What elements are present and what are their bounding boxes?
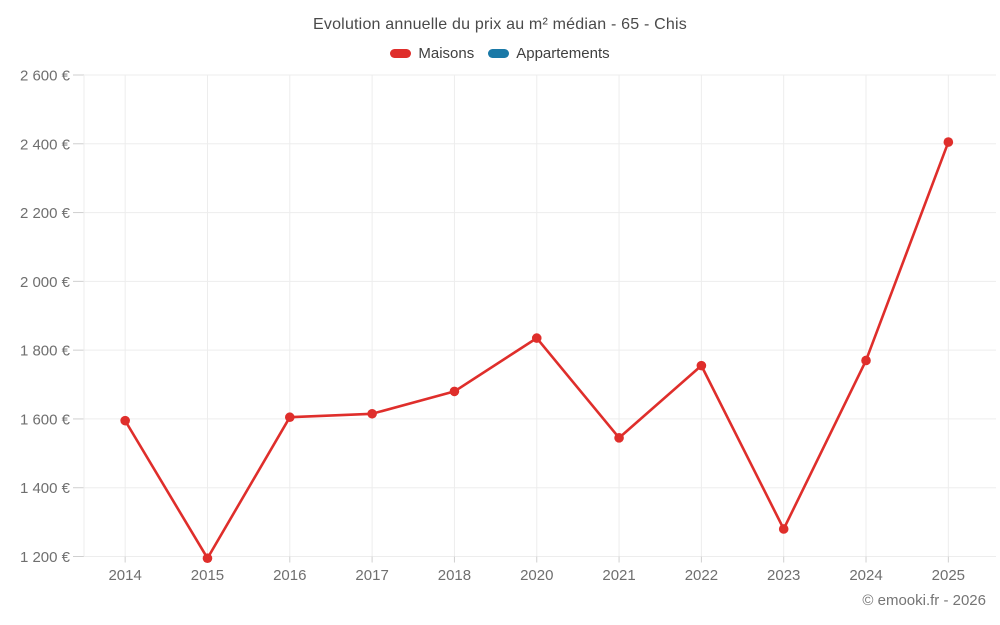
x-axis-label: 2024 [849, 567, 882, 584]
x-axis-label: 2014 [108, 567, 141, 584]
y-axis-label: 2 600 € [20, 68, 71, 85]
y-axis-label: 2 400 € [20, 136, 71, 153]
legend-swatch-appartements [488, 49, 510, 58]
x-axis-label: 2023 [767, 567, 800, 584]
y-axis-label: 2 000 € [20, 274, 71, 291]
x-axis-label: 2022 [685, 567, 718, 584]
y-axis-grid: 1 200 € 1 400 € 1 600 € 1 800 € 2 000 € 2 200… [20, 68, 996, 566]
data-point[interactable] [120, 415, 130, 426]
legend-item-appartements[interactable]: Appartements [488, 45, 610, 62]
legend-swatch-maisons [390, 49, 412, 58]
series-maisons [120, 137, 954, 564]
data-point[interactable] [531, 333, 542, 343]
y-axis-label: 2 200 € [20, 205, 71, 222]
data-point[interactable] [367, 408, 377, 419]
y-axis-label: 1 200 € [20, 549, 71, 566]
data-point[interactable] [284, 412, 295, 423]
x-axis-label: 2018 [438, 567, 471, 584]
x-axis-label: 2015 [191, 567, 224, 584]
data-point[interactable] [449, 386, 460, 397]
copyright-text: © emooki.fr - 2026 [862, 592, 986, 609]
data-point[interactable] [943, 137, 954, 147]
data-point[interactable] [861, 355, 871, 366]
y-axis-label: 1 400 € [20, 480, 71, 497]
x-axis-grid: 2014 2015 2016 2017 2018 2020 2021 2022 2023 2024… [108, 75, 965, 584]
y-axis-label: 1 800 € [20, 343, 71, 360]
x-axis-label: 2016 [273, 567, 306, 584]
chart-legend: Maisons Appartements [0, 45, 1000, 62]
data-point[interactable] [614, 433, 624, 443]
x-axis-label: 2020 [520, 567, 553, 584]
legend-label: Appartements [516, 45, 610, 62]
legend-item-maisons[interactable]: Maisons [390, 45, 474, 62]
x-axis-label: 2017 [355, 567, 388, 584]
y-axis-label: 1 600 € [20, 411, 71, 428]
data-point[interactable] [696, 360, 707, 371]
data-point[interactable] [778, 524, 789, 534]
x-axis-label: 2025 [932, 567, 965, 584]
chart-title: Evolution annuelle du prix au m² médian … [313, 16, 687, 33]
legend-label: Maisons [418, 45, 475, 62]
x-axis-label: 2021 [602, 567, 635, 584]
data-point[interactable] [202, 553, 213, 564]
